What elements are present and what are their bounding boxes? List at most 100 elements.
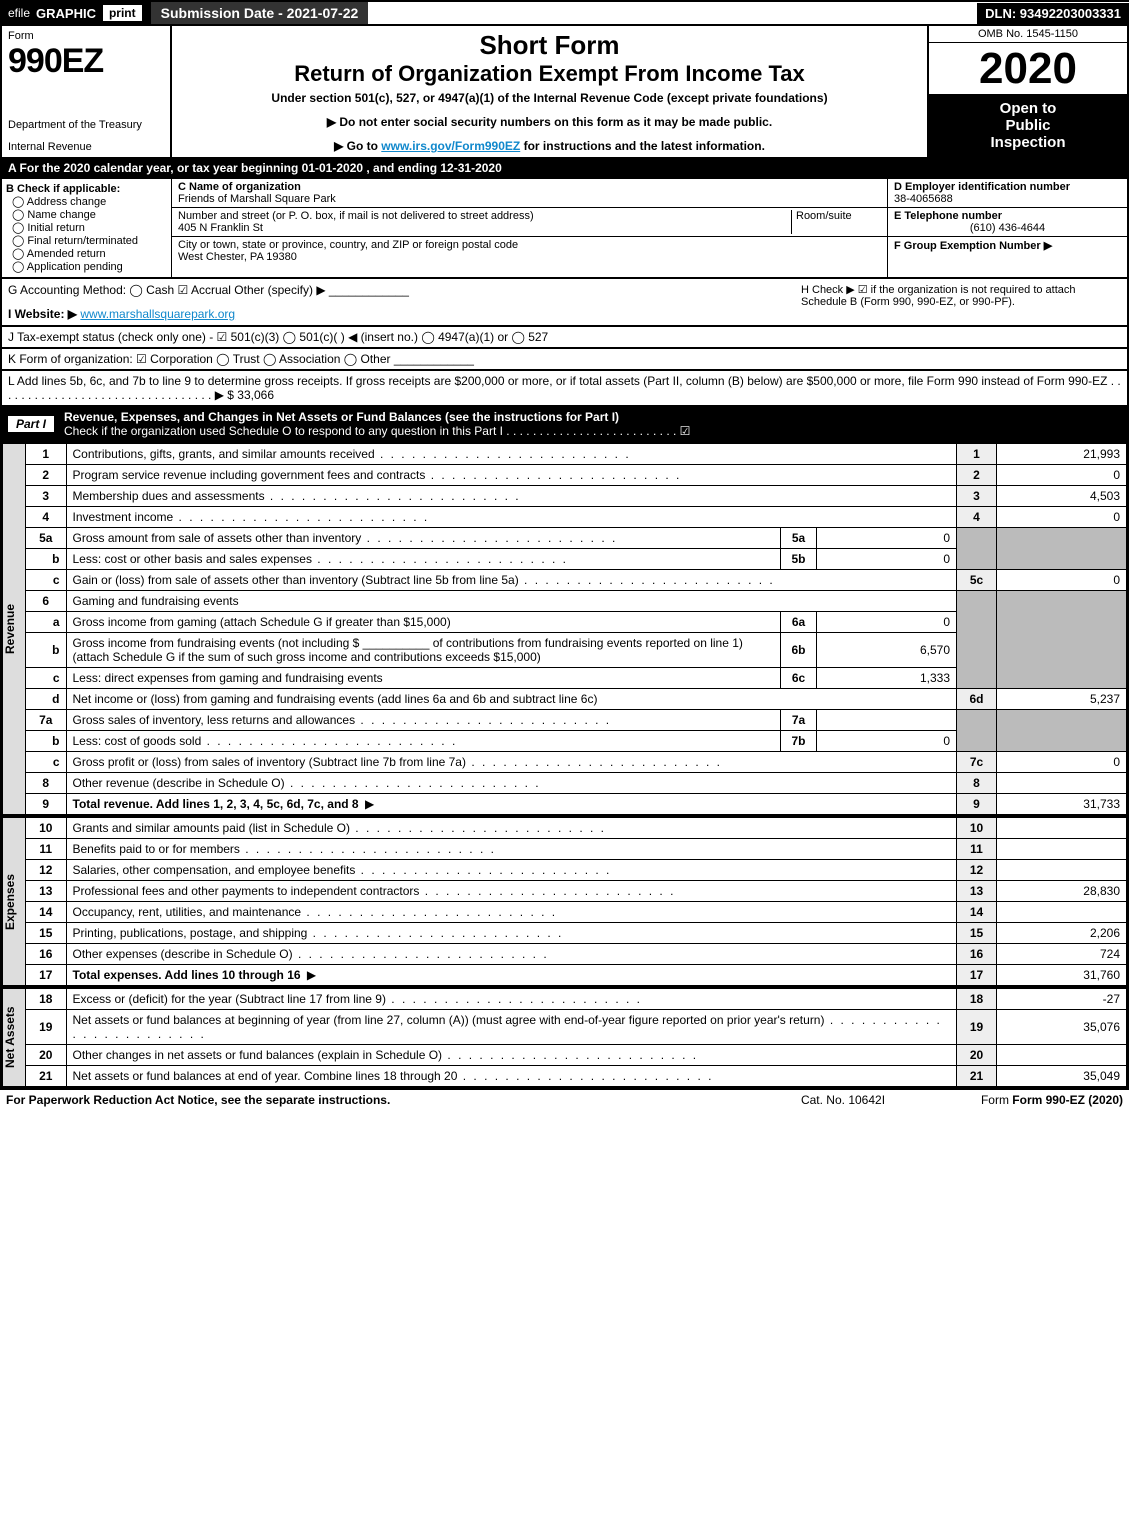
chk-address[interactable]: ◯ Address change (12, 195, 167, 208)
line-4-amt: 0 (997, 507, 1127, 528)
street-address: 405 N Franklin St (178, 222, 263, 234)
chk-name[interactable]: ◯ Name change (12, 208, 167, 221)
line-14-amt (997, 902, 1127, 923)
form-header: Form 990EZ Department of the Treasury In… (0, 26, 1129, 159)
submission-date: Submission Date - 2021-07-22 (151, 2, 369, 24)
line-5c-amt: 0 (997, 570, 1127, 591)
ein-value: 38-4065688 (894, 193, 953, 205)
graphic-label: GRAPHIC (36, 6, 96, 21)
line-7a-sub (817, 710, 957, 731)
chk-initial[interactable]: ◯ Initial return (12, 221, 167, 234)
line-21-desc: Net assets or fund balances at end of ye… (66, 1066, 957, 1087)
band-a-taxyear: A For the 2020 calendar year, or tax yea… (0, 159, 1129, 179)
line-5c-desc: Gain or (loss) from sale of assets other… (66, 570, 957, 591)
netassets-table: 18Excess or (deficit) for the year (Subt… (26, 988, 1127, 1087)
row-g: G Accounting Method: ◯ Cash ☑ Accrual Ot… (8, 283, 801, 297)
c-label: C Name of organization (178, 181, 301, 193)
line-15-amt: 2,206 (997, 923, 1127, 944)
line-14-desc: Occupancy, rent, utilities, and maintena… (66, 902, 957, 923)
e-label: E Telephone number (894, 210, 1002, 222)
form-word: Form (8, 30, 164, 42)
footer-left: For Paperwork Reduction Act Notice, see … (6, 1093, 763, 1107)
part1-header: Part I Revenue, Expenses, and Changes in… (0, 407, 1129, 443)
print-button[interactable]: print (102, 4, 143, 22)
telephone: (610) 436-4644 (894, 222, 1121, 234)
website-link[interactable]: www.marshallsquarepark.org (80, 307, 235, 321)
line-7b-desc: Less: cost of goods sold (66, 731, 781, 752)
line-18-desc: Excess or (deficit) for the year (Subtra… (66, 989, 957, 1010)
dln-label: DLN: 93492203003331 (977, 3, 1129, 24)
part1-title: Revenue, Expenses, and Changes in Net As… (64, 410, 619, 424)
i-label: I Website: ▶ (8, 307, 77, 321)
row-k: K Form of organization: ☑ Corporation ◯ … (0, 349, 1129, 371)
line-17-amt: 31,760 (997, 965, 1127, 986)
expenses-table: 10Grants and similar amounts paid (list … (26, 817, 1127, 986)
note-ssn: ▶ Do not enter social security numbers o… (176, 115, 923, 129)
line-6b-desc: Gross income from fundraising events (no… (66, 633, 781, 668)
line-6b-sub: 6,570 (817, 633, 957, 668)
line-8-amt (997, 773, 1127, 794)
part1-sub: Check if the organization used Schedule … (64, 424, 690, 438)
line-19-amt: 35,076 (997, 1010, 1127, 1045)
line-16-desc: Other expenses (describe in Schedule O) (66, 944, 957, 965)
chk-amended[interactable]: ◯ Amended return (12, 247, 167, 260)
line-6c-desc: Less: direct expenses from gaming and fu… (66, 668, 781, 689)
line-7c-desc: Gross profit or (loss) from sales of inv… (66, 752, 957, 773)
line-18-amt: -27 (997, 989, 1127, 1010)
row-h: H Check ▶ ☑ if the organization is not r… (801, 283, 1121, 321)
efile-label: efile (8, 6, 30, 20)
line-2-desc: Program service revenue including govern… (66, 465, 957, 486)
line-2-amt: 0 (997, 465, 1127, 486)
line-10-amt (997, 818, 1127, 839)
irs-link[interactable]: www.irs.gov/Form990EZ (381, 139, 520, 153)
chk-final[interactable]: ◯ Final return/terminated (12, 234, 167, 247)
line-11-desc: Benefits paid to or for members (66, 839, 957, 860)
line-3-amt: 4,503 (997, 486, 1127, 507)
addr-label: Number and street (or P. O. box, if mail… (178, 210, 534, 222)
line-1-amt: 21,993 (997, 444, 1127, 465)
revenue-tab: Revenue (2, 443, 26, 815)
line-7a-desc: Gross sales of inventory, less returns a… (66, 710, 781, 731)
line-8-desc: Other revenue (describe in Schedule O) (66, 773, 957, 794)
line-9-desc: Total revenue. Add lines 1, 2, 3, 4, 5c,… (66, 794, 957, 815)
line-21-amt: 35,049 (997, 1066, 1127, 1087)
under-section: Under section 501(c), 527, or 4947(a)(1)… (176, 91, 923, 105)
line-5a-desc: Gross amount from sale of assets other t… (66, 528, 781, 549)
line-12-desc: Salaries, other compensation, and employ… (66, 860, 957, 881)
expenses-tab: Expenses (2, 817, 26, 986)
top-bar: efile GRAPHIC print Submission Date - 20… (0, 0, 1129, 26)
line-5a-sub: 0 (817, 528, 957, 549)
form-code: 990EZ (8, 42, 164, 81)
omb-number: OMB No. 1545-1150 (929, 26, 1127, 43)
line-6d-desc: Net income or (loss) from gaming and fun… (66, 689, 957, 710)
line-15-desc: Printing, publications, postage, and shi… (66, 923, 957, 944)
line-6c-sub: 1,333 (817, 668, 957, 689)
gross-receipts: $ 33,066 (227, 388, 274, 402)
city-label: City or town, state or province, country… (178, 239, 518, 251)
page-footer: For Paperwork Reduction Act Notice, see … (0, 1089, 1129, 1110)
footer-mid: Cat. No. 10642I (763, 1093, 923, 1107)
line-10-desc: Grants and similar amounts paid (list in… (66, 818, 957, 839)
row-l: L Add lines 5b, 6c, and 7b to line 9 to … (0, 371, 1129, 407)
part1-num: Part I (8, 416, 54, 432)
line-7b-sub: 0 (817, 731, 957, 752)
netassets-tab: Net Assets (2, 988, 26, 1087)
line-13-amt: 28,830 (997, 881, 1127, 902)
row-j: J Tax-exempt status (check only one) - ☑… (0, 327, 1129, 349)
line-9-amt: 31,733 (997, 794, 1127, 815)
room-suite: Room/suite (791, 210, 881, 234)
return-title: Return of Organization Exempt From Incom… (176, 61, 923, 87)
chk-pending[interactable]: ◯ Application pending (12, 260, 167, 273)
line-20-amt (997, 1045, 1127, 1066)
line-7c-amt: 0 (997, 752, 1127, 773)
short-form-title: Short Form (176, 30, 923, 61)
line-19-desc: Net assets or fund balances at beginning… (66, 1010, 957, 1045)
line-17-desc: Total expenses. Add lines 10 through 16 (66, 965, 957, 986)
d-label: D Employer identification number (894, 181, 1070, 193)
line-6d-amt: 5,237 (997, 689, 1127, 710)
line-6a-desc: Gross income from gaming (attach Schedul… (66, 612, 781, 633)
f-label: F Group Exemption Number ▶ (894, 240, 1052, 252)
box-b-title: B Check if applicable: (6, 183, 120, 195)
line-5b-desc: Less: cost or other basis and sales expe… (66, 549, 781, 570)
city-state-zip: West Chester, PA 19380 (178, 251, 297, 263)
